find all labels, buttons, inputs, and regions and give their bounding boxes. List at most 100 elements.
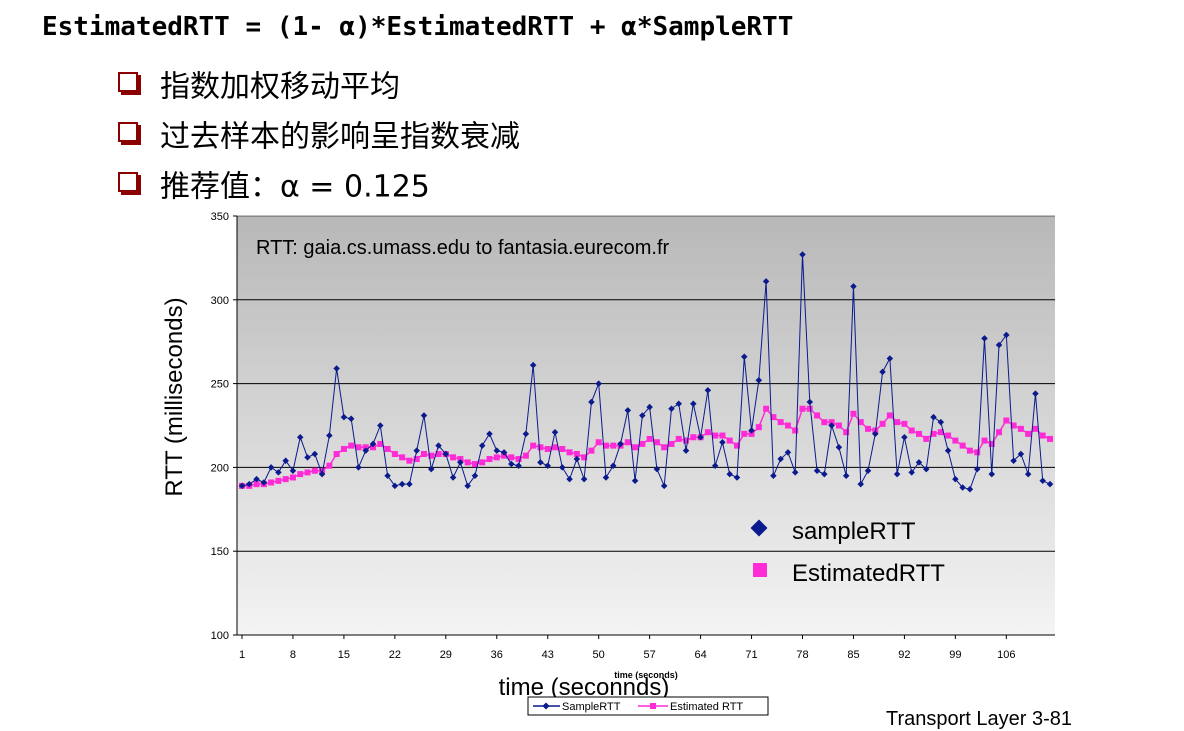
sample-rtt-point bbox=[289, 467, 297, 475]
y-tick-label: 150 bbox=[211, 546, 229, 558]
estimated-rtt-point bbox=[814, 412, 821, 419]
y-tick-label: 100 bbox=[211, 630, 229, 642]
sample-rtt-point bbox=[267, 464, 275, 471]
sample-rtt-point bbox=[500, 449, 508, 456]
sample-rtt-point bbox=[340, 413, 348, 421]
legend-bottom-estimated-marker bbox=[650, 703, 656, 709]
estimated-rtt-point bbox=[566, 449, 573, 456]
x-tick-labels: 1 8 15 22 29 36 43 50 57 64 71 78 85 92 99 106 bbox=[239, 635, 1016, 661]
sample-rtt-point bbox=[959, 484, 966, 491]
estimated-rtt-point bbox=[748, 430, 755, 437]
estimated-rtt-point bbox=[559, 445, 566, 452]
sample-rtt-point bbox=[690, 400, 697, 407]
estimated-rtt-point bbox=[901, 420, 908, 427]
estimated-rtt-point bbox=[362, 444, 369, 451]
estimated-rtt-point bbox=[253, 481, 260, 488]
estimated-rtt-point bbox=[952, 437, 959, 444]
bullet-text: 指数加权移动平均 bbox=[160, 69, 400, 105]
x-tick-label: 78 bbox=[796, 649, 808, 661]
sample-rtt-point bbox=[770, 472, 777, 480]
legend-bottom-estimated-label: Estimated RTT bbox=[670, 701, 743, 713]
estimated-rtt-point bbox=[843, 429, 850, 436]
bullet-list: 指数加权移动平均 过去样本的影响呈指数衰减 推荐值：α = 0.125 bbox=[118, 64, 520, 214]
sample-rtt-point bbox=[842, 472, 850, 480]
bullet-text: 推荐值：α = 0.125 bbox=[160, 169, 430, 205]
estimated-rtt-point bbox=[501, 452, 508, 459]
sample-rtt-point bbox=[580, 475, 588, 483]
sample-rtt-point bbox=[733, 474, 741, 481]
slide-footer: Transport Layer 3-81 bbox=[886, 708, 1073, 730]
estimated-rtt-point bbox=[537, 444, 544, 451]
square-bullet-icon bbox=[118, 172, 138, 192]
estimated-rtt-point bbox=[646, 435, 653, 442]
estimated-rtt-point bbox=[828, 419, 835, 426]
estimated-rtt-point bbox=[966, 447, 973, 454]
estimated-rtt-point bbox=[821, 419, 828, 426]
square-bullet-icon bbox=[118, 122, 138, 142]
sample-rtt-point bbox=[624, 407, 632, 414]
sample-rtt-point bbox=[886, 355, 894, 362]
sample-rtt-point bbox=[755, 376, 763, 384]
x-tick-label: 22 bbox=[389, 649, 401, 661]
sample-rtt-point bbox=[872, 430, 879, 438]
x-tick-label: 15 bbox=[338, 649, 350, 661]
legend-estimated-label: EstimatedRTT bbox=[792, 560, 945, 587]
estimated-rtt-point bbox=[915, 430, 922, 437]
x-axis-label-small: time (seconds) bbox=[614, 670, 678, 680]
estimated-rtt-point bbox=[479, 459, 486, 466]
estimated-rtt-line bbox=[242, 407, 1051, 487]
sample-rtt-point bbox=[646, 403, 653, 411]
estimated-rtt-series bbox=[239, 405, 1053, 489]
sample-rtt-point bbox=[850, 283, 857, 290]
estimated-rtt-point bbox=[428, 452, 435, 459]
estimated-rtt-point bbox=[792, 427, 799, 434]
sample-rtt-point bbox=[420, 412, 428, 419]
sample-rtt-point bbox=[675, 400, 683, 407]
estimated-rtt-point bbox=[923, 435, 930, 442]
sample-rtt-point bbox=[493, 447, 501, 454]
sample-rtt-point bbox=[413, 447, 420, 454]
x-tick-label: 64 bbox=[694, 649, 706, 661]
estimated-rtt-point bbox=[624, 439, 631, 446]
estimated-rtt-point bbox=[639, 440, 646, 447]
sample-rtt-point bbox=[639, 412, 646, 419]
sample-rtt-point bbox=[304, 454, 311, 461]
estimated-rtt-point bbox=[493, 454, 500, 461]
sample-rtt-point bbox=[741, 353, 748, 361]
y-tick-label: 350 bbox=[211, 211, 229, 223]
estimated-rtt-point bbox=[784, 422, 791, 429]
sample-rtt-point bbox=[1010, 457, 1017, 464]
sample-rtt-point bbox=[275, 469, 282, 476]
sample-rtt-point bbox=[719, 439, 726, 446]
x-tick-label: 29 bbox=[440, 649, 452, 661]
sample-rtt-point bbox=[326, 432, 333, 439]
sample-rtt-point bbox=[566, 475, 573, 483]
estimated-rtt-point bbox=[268, 479, 275, 486]
estimated-rtt-point bbox=[435, 450, 442, 457]
estimated-rtt-point bbox=[450, 454, 457, 461]
estimated-rtt-point bbox=[399, 454, 406, 461]
sample-rtt-point bbox=[973, 465, 981, 473]
sample-rtt-point bbox=[813, 467, 821, 475]
estimated-rtt-point bbox=[770, 414, 777, 421]
x-tick-label: 57 bbox=[644, 649, 656, 661]
chart-title: RTT: gaia.cs.umass.edu to fantasia.eurec… bbox=[256, 237, 669, 259]
estimated-rtt-point bbox=[413, 456, 420, 463]
sample-rtt-point bbox=[377, 422, 384, 429]
sample-rtt-point bbox=[457, 459, 464, 466]
sample-rtt-point bbox=[398, 480, 406, 488]
y-axis-label: RTT (milliseconds) bbox=[161, 297, 188, 496]
sample-rtt-point bbox=[1017, 450, 1025, 458]
estimated-rtt-point bbox=[937, 429, 944, 436]
estimated-rtt-point bbox=[391, 450, 398, 457]
sample-rtt-point bbox=[653, 465, 661, 473]
estimated-rtt-point bbox=[522, 452, 529, 459]
legend-sample-label: sampleRTT bbox=[792, 518, 916, 545]
estimated-rtt-point bbox=[857, 419, 864, 426]
x-tick-label: 106 bbox=[997, 649, 1015, 661]
estimated-rtt-point bbox=[319, 467, 326, 474]
sample-rtt-point bbox=[486, 430, 493, 438]
estimated-rtt-point bbox=[981, 437, 988, 444]
sample-rtt-point bbox=[362, 447, 370, 454]
sample-rtt-point bbox=[347, 415, 355, 423]
